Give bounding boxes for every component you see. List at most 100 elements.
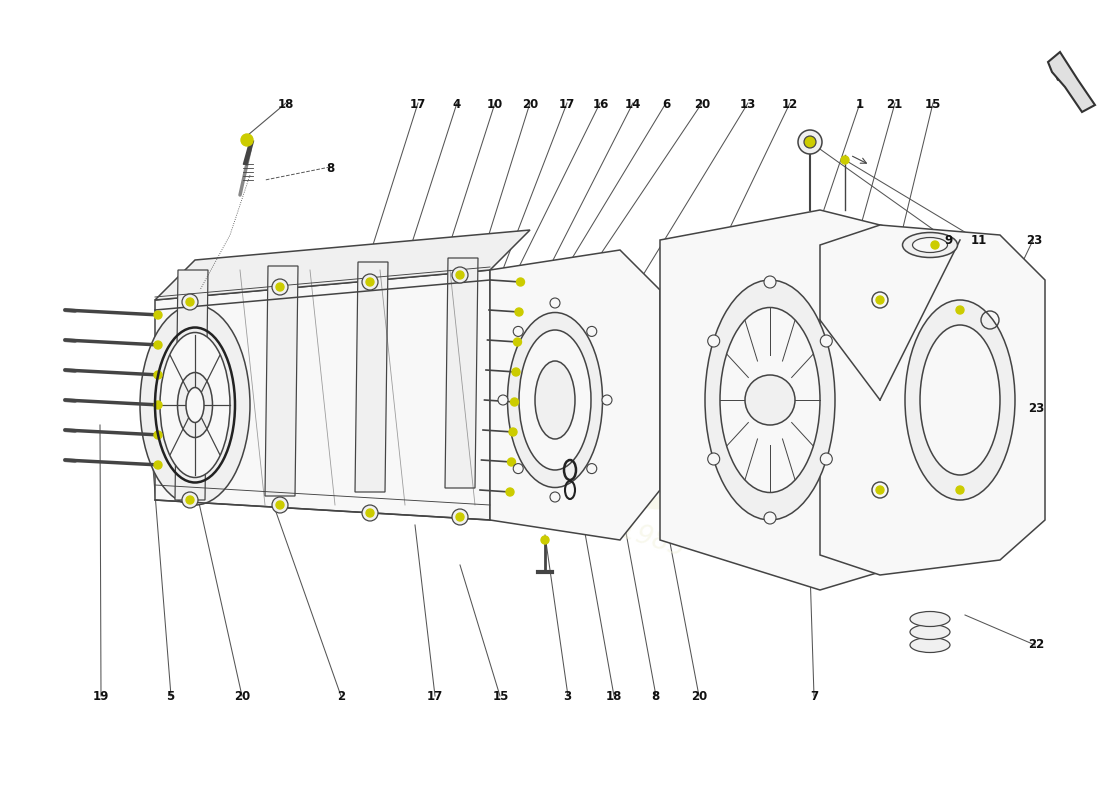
Text: 17: 17: [559, 98, 574, 110]
Circle shape: [541, 536, 549, 544]
Text: 13: 13: [740, 98, 756, 110]
Circle shape: [876, 296, 884, 304]
Text: 8: 8: [651, 690, 660, 702]
Circle shape: [586, 463, 597, 474]
Ellipse shape: [507, 313, 603, 487]
Ellipse shape: [910, 611, 950, 626]
Circle shape: [821, 335, 833, 347]
Circle shape: [366, 278, 374, 286]
Ellipse shape: [910, 625, 950, 639]
Ellipse shape: [186, 387, 204, 422]
Polygon shape: [155, 270, 490, 520]
Circle shape: [366, 509, 374, 517]
Text: 20: 20: [692, 690, 707, 702]
Circle shape: [745, 375, 795, 425]
Circle shape: [182, 492, 198, 508]
Text: 8: 8: [326, 162, 334, 174]
Circle shape: [362, 274, 378, 290]
Text: 10: 10: [487, 98, 503, 110]
Circle shape: [842, 156, 849, 164]
Text: 20: 20: [522, 98, 538, 110]
Circle shape: [931, 241, 939, 249]
Circle shape: [798, 130, 822, 154]
Text: euroParts: euroParts: [162, 283, 697, 537]
Circle shape: [452, 267, 468, 283]
Polygon shape: [1048, 52, 1094, 112]
Text: 19: 19: [94, 690, 109, 702]
Circle shape: [272, 279, 288, 295]
Text: a passion for cars since 1985: a passion for cars since 1985: [312, 418, 688, 562]
Circle shape: [550, 298, 560, 308]
Ellipse shape: [913, 238, 947, 253]
Circle shape: [506, 488, 514, 496]
Circle shape: [154, 431, 162, 439]
Circle shape: [154, 371, 162, 379]
Circle shape: [510, 398, 518, 406]
Text: 5: 5: [166, 690, 175, 702]
Polygon shape: [155, 230, 530, 300]
Circle shape: [956, 306, 964, 314]
Ellipse shape: [920, 325, 1000, 475]
Text: 23: 23: [1026, 234, 1042, 246]
Ellipse shape: [535, 361, 575, 439]
Circle shape: [514, 463, 524, 474]
Ellipse shape: [177, 373, 212, 438]
Polygon shape: [446, 258, 478, 488]
Text: 16: 16: [593, 98, 608, 110]
Circle shape: [154, 401, 162, 409]
Text: 14: 14: [625, 98, 640, 110]
Text: 15: 15: [493, 690, 508, 702]
Polygon shape: [820, 225, 1045, 575]
Circle shape: [876, 486, 884, 494]
Ellipse shape: [705, 280, 835, 520]
Polygon shape: [175, 270, 208, 500]
Circle shape: [276, 283, 284, 291]
Circle shape: [182, 294, 198, 310]
Circle shape: [602, 395, 612, 405]
Ellipse shape: [905, 300, 1015, 500]
Circle shape: [512, 368, 520, 376]
Polygon shape: [355, 262, 388, 492]
Text: 20: 20: [234, 690, 250, 702]
Ellipse shape: [140, 305, 250, 505]
Polygon shape: [490, 250, 660, 540]
Polygon shape: [265, 266, 298, 496]
Ellipse shape: [160, 333, 230, 478]
Text: 22: 22: [1028, 638, 1044, 650]
Circle shape: [764, 512, 776, 524]
Text: 1: 1: [856, 98, 865, 110]
Circle shape: [514, 338, 521, 346]
Circle shape: [707, 335, 719, 347]
Text: 3: 3: [563, 690, 572, 702]
Text: 17: 17: [427, 690, 442, 702]
Circle shape: [517, 278, 525, 286]
Circle shape: [956, 486, 964, 494]
Circle shape: [804, 136, 816, 148]
Circle shape: [362, 505, 378, 521]
Text: 11: 11: [971, 234, 987, 246]
Circle shape: [515, 308, 522, 316]
Text: 15: 15: [925, 98, 940, 110]
Circle shape: [821, 453, 833, 465]
Text: 12: 12: [782, 98, 797, 110]
Circle shape: [186, 298, 194, 306]
Text: 17: 17: [410, 98, 426, 110]
Circle shape: [498, 395, 508, 405]
Text: 21: 21: [887, 98, 902, 110]
Circle shape: [509, 428, 517, 436]
Text: 18: 18: [278, 98, 294, 110]
Circle shape: [456, 513, 464, 521]
Circle shape: [452, 509, 468, 525]
Text: 20: 20: [694, 98, 710, 110]
Circle shape: [764, 276, 776, 288]
Ellipse shape: [519, 330, 591, 470]
Text: 6: 6: [662, 98, 671, 110]
Ellipse shape: [902, 233, 957, 258]
Text: 4: 4: [452, 98, 461, 110]
Circle shape: [154, 341, 162, 349]
Circle shape: [241, 134, 253, 146]
Circle shape: [154, 311, 162, 319]
Circle shape: [550, 492, 560, 502]
Circle shape: [456, 271, 464, 279]
Circle shape: [707, 453, 719, 465]
